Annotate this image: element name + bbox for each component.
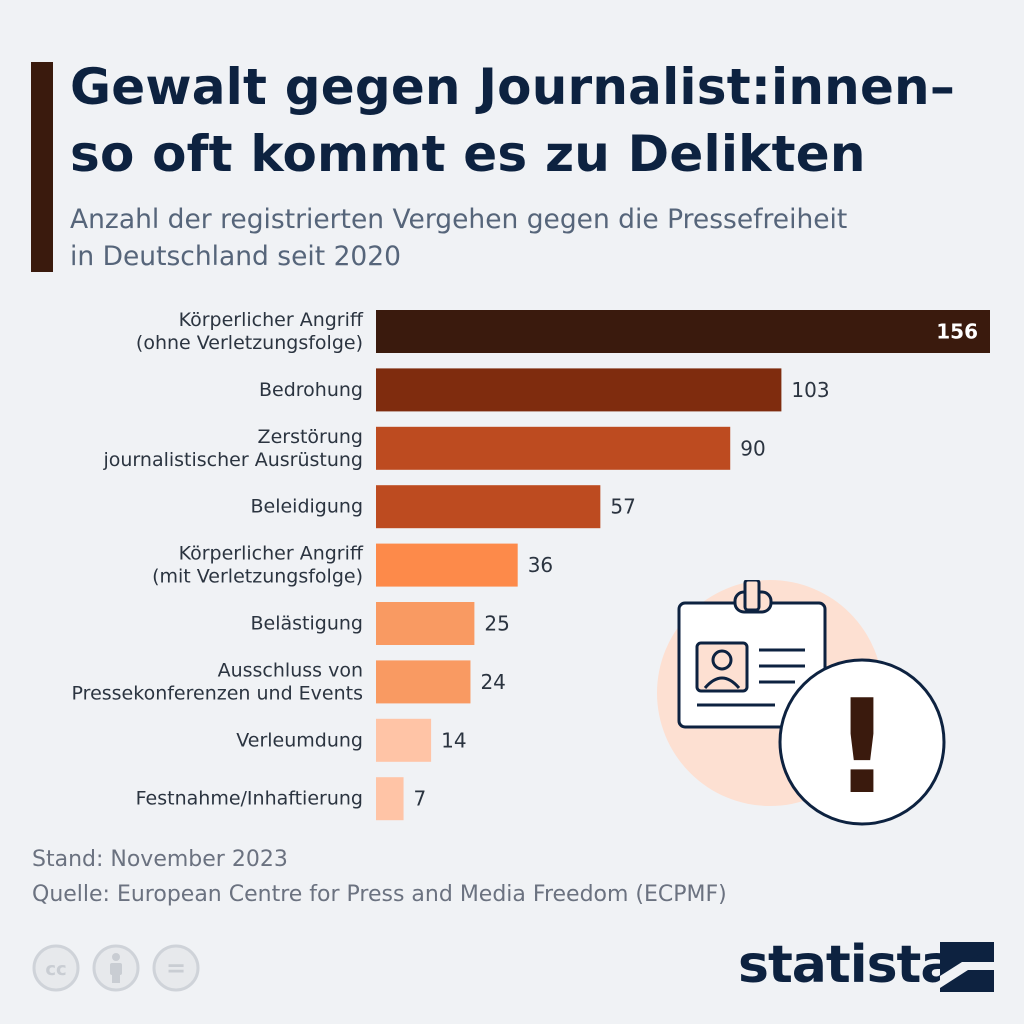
- category-label-6-1: Pressekonferenzen und Events: [72, 682, 363, 704]
- license-icons: cc =: [32, 944, 200, 992]
- bar-2: [376, 426, 731, 470]
- value-label-8: 7: [414, 787, 427, 811]
- warning-exclamation-icon: !: [778, 658, 946, 826]
- bar-6: [376, 660, 471, 704]
- bar-4: [376, 543, 518, 587]
- exclamation-mark: !: [832, 671, 891, 823]
- attribution-icon[interactable]: [92, 944, 140, 992]
- category-label-4-0: Körperlicher Angriff: [179, 543, 364, 565]
- subtitle-line-2: in Deutschland seit 2020: [70, 241, 402, 272]
- category-label-8-0: Festnahme/Inhaftierung: [136, 788, 363, 810]
- category-label-2-0: Zerstörung: [258, 426, 363, 448]
- category-label-0-0: Körperlicher Angriff: [179, 309, 364, 331]
- statista-logo[interactable]: statista: [738, 935, 955, 995]
- bar-7: [376, 718, 432, 762]
- nd-icon-text: =: [166, 954, 186, 982]
- bar-0: [376, 310, 990, 353]
- footer-stand: Stand: November 2023: [32, 847, 288, 872]
- value-label-6: 24: [480, 670, 505, 694]
- category-label-3-0: Beleidigung: [250, 496, 363, 518]
- title-accent-bar: [31, 62, 53, 272]
- value-label-5: 25: [484, 612, 509, 636]
- category-label-1-0: Bedrohung: [259, 379, 363, 401]
- page-title: Gewalt gegen Journalist:innen– so oft ko…: [70, 54, 1010, 188]
- value-label-3: 57: [610, 495, 635, 519]
- value-label-7: 14: [441, 728, 466, 752]
- bar-3: [376, 485, 601, 529]
- footer-source: Quelle: European Centre for Press and Me…: [32, 882, 727, 907]
- statista-logo-mark-icon: [940, 942, 994, 992]
- title-line-1: Gewalt gegen Journalist:innen–: [70, 58, 956, 116]
- title-line-2: so oft kommt es zu Delikten: [70, 125, 866, 183]
- category-label-6-0: Ausschluss von: [218, 659, 363, 681]
- category-label-5-0: Belästigung: [251, 613, 363, 635]
- page-subtitle: Anzahl der registrierten Vergehen gegen …: [70, 201, 1010, 275]
- category-label-0-1: (ohne Verletzungsfolge): [136, 332, 363, 354]
- bar-5: [376, 602, 475, 645]
- category-label-7-0: Verleumdung: [236, 729, 363, 751]
- category-label-2-1: journalistischer Ausrüstung: [102, 449, 363, 471]
- value-label-1: 103: [791, 378, 829, 402]
- no-derivatives-icon[interactable]: =: [152, 944, 200, 992]
- value-label-4: 36: [528, 553, 553, 577]
- value-label-0: 156: [936, 320, 978, 344]
- subtitle-line-1: Anzahl der registrierten Vergehen gegen …: [70, 204, 848, 235]
- illustration: !: [657, 580, 946, 826]
- bar-1: [376, 368, 782, 412]
- category-label-4-1: (mit Verletzungsfolge): [152, 566, 363, 588]
- cc-icon[interactable]: cc: [32, 944, 80, 992]
- value-label-2: 90: [740, 436, 765, 460]
- cc-icon-text: cc: [45, 959, 66, 980]
- press-badge-icon: [677, 580, 827, 729]
- bar-8: [376, 777, 404, 821]
